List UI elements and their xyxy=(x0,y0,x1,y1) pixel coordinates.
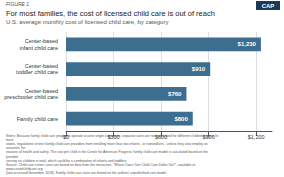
svg-text:$760: $760 xyxy=(168,91,182,97)
svg-text:provider: provider xyxy=(6,154,19,159)
svg-text:reasons of health and safety.: reasons of health and safety. The cost p… xyxy=(6,150,209,154)
svg-text:$800: $800 xyxy=(174,116,188,122)
svg-text:$1,200: $1,200 xyxy=(248,134,265,140)
svg-text:preschooler child care: preschooler child care xyxy=(4,94,58,100)
svg-text:www.costofchildcare.org: www.costofchildcare.org xyxy=(6,166,43,171)
svg-text:Center-based: Center-based xyxy=(25,63,58,69)
svg-text:serving six children in total,: serving six children in total, which cou… xyxy=(6,158,128,163)
svg-text:Center-based: Center-based xyxy=(25,38,58,44)
svg-text:toddler child care: toddler child care xyxy=(16,69,58,75)
svg-text:assistant, for: assistant, for xyxy=(6,146,26,151)
svg-text:$0: $0 xyxy=(63,134,69,140)
svg-text:(last accessed November 2018).: (last accessed November 2018). Family ch… xyxy=(6,171,167,175)
svg-text:$600: $600 xyxy=(155,134,167,140)
svg-text:most: most xyxy=(6,138,14,143)
svg-text:Center-based: Center-based xyxy=(25,88,58,94)
svg-text:Notes: Because family child ca: Notes: Because family child care program… xyxy=(6,134,219,139)
svg-text:states, regulations restrict f: states, regulations restrict family chil… xyxy=(6,142,209,146)
svg-text:CAP: CAP xyxy=(262,3,275,9)
svg-text:U.S. average monthly cost of l: U.S. average monthly cost of licensed ch… xyxy=(6,19,168,25)
svg-text:$910: $910 xyxy=(192,66,206,72)
svg-text:Family child care: Family child care xyxy=(17,116,58,122)
svg-text:$300: $300 xyxy=(107,134,119,140)
svg-text:$1,230: $1,230 xyxy=(238,41,257,47)
svg-text:Source: Child care center cost: Source: Child care center costs are base… xyxy=(6,162,197,167)
svg-text:$900: $900 xyxy=(202,134,214,140)
svg-text:For most families, the cost of: For most families, the cost of licensed … xyxy=(6,9,215,18)
svg-text:infant child care: infant child care xyxy=(19,45,58,51)
svg-text:FIGURE 1: FIGURE 1 xyxy=(6,1,29,7)
